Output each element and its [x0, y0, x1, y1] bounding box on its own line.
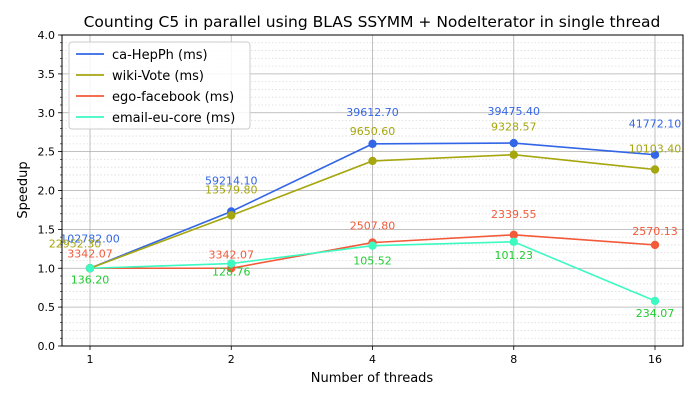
data-point — [227, 211, 236, 220]
data-label: 128.76 — [212, 266, 251, 279]
data-label: 136.20 — [71, 273, 110, 286]
y-axis-label: Speedup — [16, 161, 31, 218]
data-label: 39612.70 — [346, 106, 399, 119]
y-tick-label: 0.0 — [38, 340, 56, 353]
data-point — [509, 230, 518, 240]
data-label: 101.23 — [495, 249, 534, 262]
x-tick-label: 2 — [228, 353, 235, 366]
legend-entry: ego-facebook (ms) — [112, 90, 234, 105]
legend: ca-HepPh (ms) wiki-Vote (ms) ego-facebook … — [68, 41, 251, 130]
data-point — [227, 259, 236, 268]
y-tick-label: 4.0 — [38, 29, 56, 42]
data-labels: 102782.00 59214.10 39612.70 39475.40 41772.1… — [49, 105, 682, 320]
data-point — [650, 165, 660, 174]
data-label: 9328.57 — [491, 121, 537, 134]
axis-ticks: 0.0 0.5 1.0 1.5 2.0 2.5 3.0 3.5 4.0 1 2 4 8 16 — [38, 29, 663, 366]
data-point — [509, 237, 518, 247]
data-label: 105.52 — [353, 255, 392, 268]
legend-box — [68, 41, 251, 130]
data-point — [368, 156, 377, 166]
x-tick-label: 1 — [87, 353, 94, 366]
data-point — [85, 264, 95, 273]
data-label: 41772.10 — [629, 118, 682, 131]
data-label: 39475.40 — [488, 105, 541, 118]
data-point — [509, 150, 518, 159]
y-tick-label: 3.0 — [38, 107, 56, 120]
data-label: 2570.13 — [632, 225, 678, 238]
y-tick-label: 3.5 — [38, 68, 56, 81]
data-point — [509, 138, 518, 148]
data-label: 3342.07 — [67, 247, 113, 260]
data-point — [650, 150, 660, 159]
data-label: 59214.10 — [205, 174, 258, 187]
data-point — [368, 139, 377, 149]
data-label: 102782.00 — [60, 232, 120, 245]
y-tick-label: 1.0 — [38, 262, 56, 275]
y-tick-label: 1.5 — [38, 223, 56, 236]
data-point — [368, 241, 377, 250]
data-label: 2339.55 — [491, 208, 537, 221]
data-label: 13579.80 — [205, 183, 258, 196]
y-tick-label: 2.5 — [38, 146, 56, 159]
x-tick-label: 16 — [648, 353, 662, 366]
chart-title: Counting C5 in parallel using BLAS SSYMM… — [84, 13, 661, 31]
x-tick-label: 4 — [369, 353, 376, 366]
legend-entry: ca-HepPh (ms) — [112, 48, 208, 63]
y-tick-label: 0.5 — [38, 301, 56, 314]
data-label: 3342.07 — [209, 248, 255, 261]
x-axis-label: Number of threads — [311, 371, 434, 386]
y-tick-label: 2.0 — [38, 185, 56, 198]
data-label: 10103.40 — [629, 143, 682, 156]
data-label: 2507.80 — [350, 220, 396, 233]
x-tick-label: 8 — [510, 353, 517, 366]
legend-entry: wiki-Vote (ms) — [112, 69, 204, 84]
data-label: 9650.60 — [350, 125, 396, 138]
data-point — [650, 240, 660, 250]
data-point — [650, 296, 660, 306]
legend-entry: email-eu-core (ms) — [112, 111, 235, 126]
series-points — [85, 138, 660, 306]
data-label: 234.07 — [636, 307, 675, 320]
